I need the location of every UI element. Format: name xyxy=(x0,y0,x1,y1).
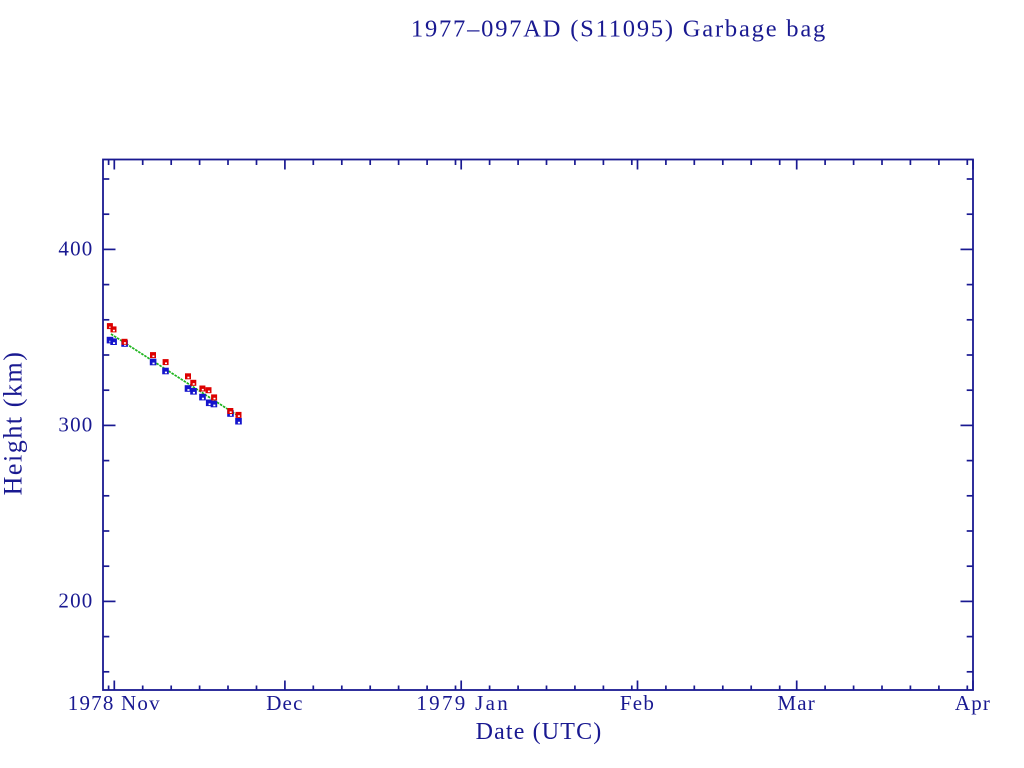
svg-text:Mar: Mar xyxy=(777,691,816,715)
svg-text:Dec: Dec xyxy=(266,691,303,715)
svg-text:1979 Jan: 1979 Jan xyxy=(416,691,510,715)
svg-text:1978 Nov: 1978 Nov xyxy=(68,691,161,715)
svg-text:Height (km): Height (km) xyxy=(0,351,28,496)
svg-text:300: 300 xyxy=(58,413,93,437)
svg-text:200: 200 xyxy=(58,589,93,613)
svg-text:Date (UTC): Date (UTC) xyxy=(476,719,603,745)
svg-text:1977–097AD (S11095) Garbage ba: 1977–097AD (S11095) Garbage bag xyxy=(411,16,827,43)
svg-text:Apr: Apr xyxy=(955,691,991,715)
svg-text:Feb: Feb xyxy=(620,691,655,715)
svg-text:400: 400 xyxy=(58,237,93,261)
